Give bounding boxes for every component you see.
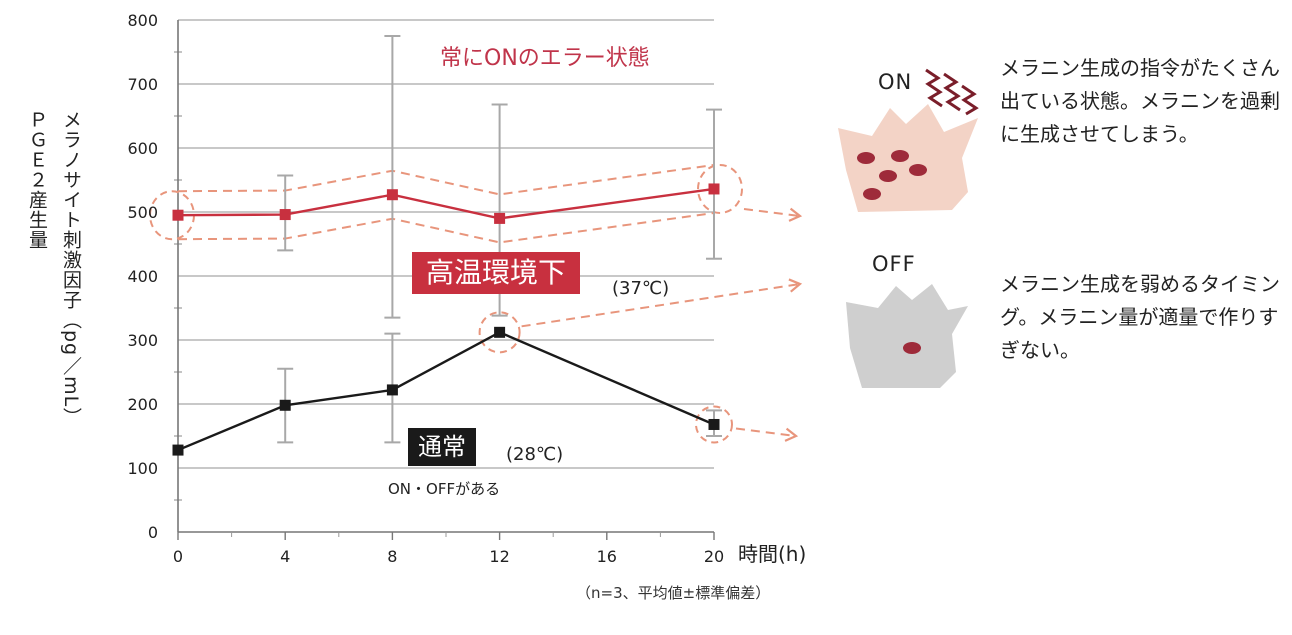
arrow-to-off-end <box>735 427 797 437</box>
series-points <box>172 183 720 456</box>
y-tick-label: 500 <box>127 203 158 222</box>
off-cell-illustration <box>846 284 968 388</box>
granule <box>863 188 881 200</box>
high-temp-value: (37℃) <box>612 278 670 299</box>
data-point <box>494 212 506 224</box>
x-tick-label: 20 <box>704 547 724 566</box>
x-tick-label: 16 <box>597 547 617 566</box>
arrow-to-off-peak <box>521 283 801 328</box>
high-temp-tag: 高温環境下 <box>412 252 581 294</box>
granule <box>879 170 897 182</box>
data-point <box>172 209 184 221</box>
arrow-to-on-head <box>788 207 803 222</box>
y-axis-label-main: ＰＧＥ２産生量 <box>26 110 48 250</box>
data-point <box>494 326 506 338</box>
x-tick-label: 12 <box>489 547 509 566</box>
footnote: （n=3、平均値±標準偏差） <box>576 584 771 602</box>
arrow-to-on <box>743 207 801 217</box>
y-tick-label: 600 <box>127 139 158 158</box>
heat-wave-icon <box>943 72 961 112</box>
callout-dashes <box>149 163 803 444</box>
data-point <box>708 183 720 195</box>
off-cell-shape <box>846 284 968 388</box>
granule <box>857 152 875 164</box>
x-tick-label: 8 <box>387 547 397 566</box>
error-bars <box>277 35 722 444</box>
off-state-label: OFF <box>872 252 916 276</box>
band-right-cap <box>697 163 743 214</box>
x-axis-label: 時間(h) <box>738 542 807 566</box>
normal-tag: 通常 <box>408 428 476 466</box>
heat-wave-icon <box>961 84 979 116</box>
normal-note: ON・OFFがある <box>388 480 501 498</box>
data-point <box>708 418 720 430</box>
data-point <box>386 189 398 201</box>
data-point <box>279 399 291 411</box>
high-temp-title: 常にONのエラー状態 <box>440 46 650 71</box>
peak-circle <box>478 311 521 354</box>
granule <box>909 164 927 176</box>
data-point <box>386 384 398 396</box>
heat-wave-icon <box>925 68 943 108</box>
off-description: メラニン生成を弱めるタイミング。メラニン量が適量で作りすぎない。 <box>1000 272 1280 362</box>
arrow-to-off-end-head <box>784 427 799 442</box>
arrow-to-off-peak-head <box>788 278 803 293</box>
on-state-label: ON <box>878 70 913 94</box>
y-tick-label: 100 <box>127 459 158 478</box>
band-lower-dash <box>177 211 715 244</box>
y-tick-label: 200 <box>127 395 158 414</box>
y-tick-label: 800 <box>127 11 158 30</box>
on-cell-illustration <box>838 68 979 212</box>
band-upper-dash <box>177 163 715 196</box>
series-lines <box>177 187 715 452</box>
y-tick-label: 0 <box>148 523 158 542</box>
normal-temp-value: (28℃) <box>506 444 564 465</box>
y-tick-label: 300 <box>127 331 158 350</box>
on-description: メラニン生成の指令がたくさん出ている状態。メラニンを過剰に生成させてしまう。 <box>1000 56 1280 146</box>
y-tick-label: 700 <box>127 75 158 94</box>
tick-labels: 0 100 200 300 400 500 600 700 800 0 4 8 12 16 20 <box>127 11 724 566</box>
series-line-0 <box>177 187 715 220</box>
granule <box>891 150 909 162</box>
y-axis-label-sub: メラノサイト刺激因子（pg／mL） <box>60 110 82 428</box>
y-tick-label: 400 <box>127 267 158 286</box>
x-tick-label: 4 <box>280 547 290 566</box>
granule <box>903 342 921 354</box>
x-tick-label: 0 <box>173 547 183 566</box>
data-point <box>172 444 184 456</box>
grid <box>178 19 714 469</box>
data-point <box>279 209 291 221</box>
end-circle <box>695 405 733 444</box>
